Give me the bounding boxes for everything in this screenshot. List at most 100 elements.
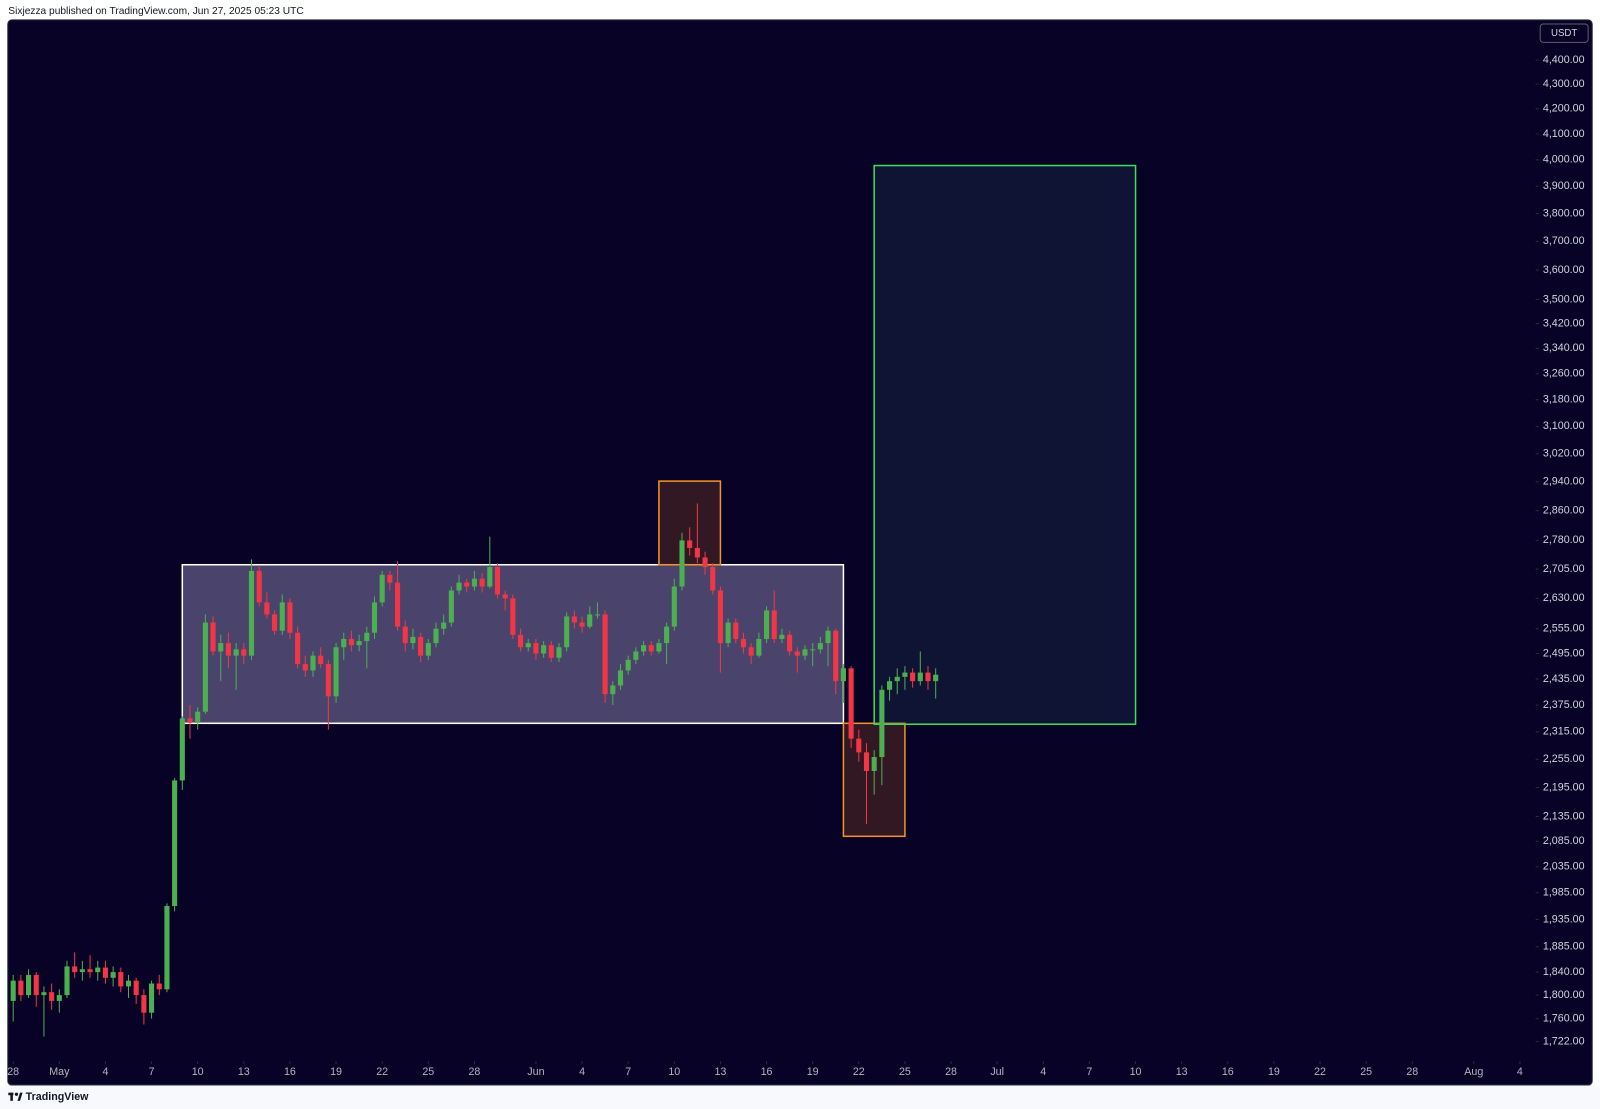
x-tick-label: 7 — [149, 1066, 155, 1078]
candle-body — [687, 540, 693, 548]
candle-body — [156, 983, 162, 990]
candle-body — [641, 645, 647, 652]
x-tick-label: 28 — [1406, 1066, 1418, 1078]
currency-badge — [1539, 23, 1589, 43]
candle-body — [72, 966, 78, 973]
candle-body — [448, 590, 454, 623]
candle-body — [41, 992, 47, 996]
candle-body — [648, 645, 654, 652]
x-tick-label: 7 — [1086, 1066, 1092, 1078]
candle-body — [410, 636, 416, 644]
x-tick-label: 10 — [668, 1066, 680, 1078]
candle-body — [902, 672, 908, 677]
candle-body — [272, 614, 278, 631]
x-tick-label: 25 — [1360, 1066, 1372, 1078]
x-tick-label: 13 — [714, 1066, 726, 1078]
candle-body — [387, 574, 393, 583]
candle-body — [325, 664, 331, 697]
candle-body — [740, 638, 747, 648]
y-tick-label: 3,600.00 — [1543, 264, 1585, 276]
candle-body — [863, 752, 870, 771]
candle-body — [149, 983, 155, 1013]
candle-body — [233, 649, 239, 656]
candle-body — [172, 780, 178, 907]
candle-body — [894, 676, 900, 682]
y-tick-label: 3,800.00 — [1543, 207, 1585, 219]
y-tick-label: 3,700.00 — [1543, 235, 1585, 247]
x-tick-label: 19 — [330, 1066, 342, 1078]
x-tick-label: Jul — [990, 1066, 1004, 1078]
y-tick-label: 2,035.00 — [1543, 861, 1585, 873]
candle-body — [456, 582, 462, 591]
candle-body — [341, 638, 347, 648]
y-tick-label: 1,885.00 — [1543, 941, 1585, 953]
y-tick-label: 2,630.00 — [1543, 592, 1585, 604]
candle-body — [548, 645, 554, 658]
candle-body — [87, 969, 93, 973]
candle-body — [187, 718, 193, 723]
candle-body — [318, 655, 324, 665]
y-tick-label: 1,800.00 — [1543, 989, 1585, 1001]
candle-body — [848, 668, 854, 739]
y-tick-label: 2,555.00 — [1543, 622, 1585, 634]
y-tick-label: 2,705.00 — [1543, 563, 1585, 575]
y-tick-label: 3,420.00 — [1543, 317, 1585, 329]
y-tick-label: 4,200.00 — [1543, 103, 1585, 115]
candle-body — [310, 655, 316, 671]
candle-body — [418, 636, 424, 656]
y-tick-label: 4,300.00 — [1543, 78, 1585, 90]
candle-body — [425, 643, 431, 656]
x-tick-label: 7 — [625, 1066, 631, 1078]
y-tick-label: 1,985.00 — [1543, 887, 1585, 899]
candle-body — [164, 906, 170, 990]
y-tick-label: 4,400.00 — [1543, 54, 1585, 66]
y-tick-label: 2,435.00 — [1543, 673, 1585, 685]
candle-body — [333, 647, 339, 697]
y-tick-label: 1,840.00 — [1543, 966, 1585, 978]
candle-body — [479, 578, 485, 587]
plot-area: 4,400.00 4,300.00 4,200.00 4,100.00 4,000.00… — [7, 54, 1584, 1078]
candle-body — [787, 634, 793, 652]
candle-body — [302, 664, 308, 671]
candle-body — [195, 711, 201, 723]
brand-name: TradingView — [26, 1091, 90, 1103]
candle-body — [625, 659, 631, 671]
candle-body — [494, 567, 501, 595]
candle-body — [464, 582, 470, 587]
candle-body — [564, 616, 570, 648]
candle-body — [825, 630, 831, 644]
candle-body — [356, 641, 362, 646]
candle-body — [210, 622, 216, 652]
candle-body — [33, 974, 39, 996]
candle-body — [810, 649, 816, 651]
y-tick-label: 2,375.00 — [1543, 699, 1585, 711]
candle-body — [756, 638, 762, 656]
candle-body — [702, 557, 708, 568]
x-tick-label: 22 — [853, 1066, 865, 1078]
brand-logo — [8, 1092, 23, 1101]
x-tick-label: 25 — [899, 1066, 911, 1078]
candle-body — [833, 630, 839, 682]
zone-box — [873, 164, 1137, 725]
candle-body — [295, 632, 301, 665]
candle-body — [594, 614, 600, 616]
candle-body — [241, 649, 247, 656]
candle-body — [102, 967, 108, 978]
x-tick-label: 13 — [1176, 1066, 1188, 1078]
y-tick-label: 3,100.00 — [1543, 420, 1585, 432]
x-tick-label: 22 — [376, 1066, 388, 1078]
candle-body — [248, 570, 255, 656]
candle-body — [225, 643, 231, 656]
candle-body — [664, 626, 670, 644]
y-tick-label: 2,085.00 — [1543, 835, 1585, 847]
candle-body — [110, 972, 116, 978]
x-tick-label: 4 — [1517, 1066, 1523, 1078]
candle-body — [679, 540, 685, 587]
candle-body — [725, 622, 731, 644]
candle-body — [856, 738, 862, 753]
candle-body — [710, 567, 716, 591]
candle-body — [794, 651, 800, 656]
candle-body — [441, 622, 447, 629]
candle-body — [125, 980, 132, 987]
candle-body — [279, 602, 285, 631]
